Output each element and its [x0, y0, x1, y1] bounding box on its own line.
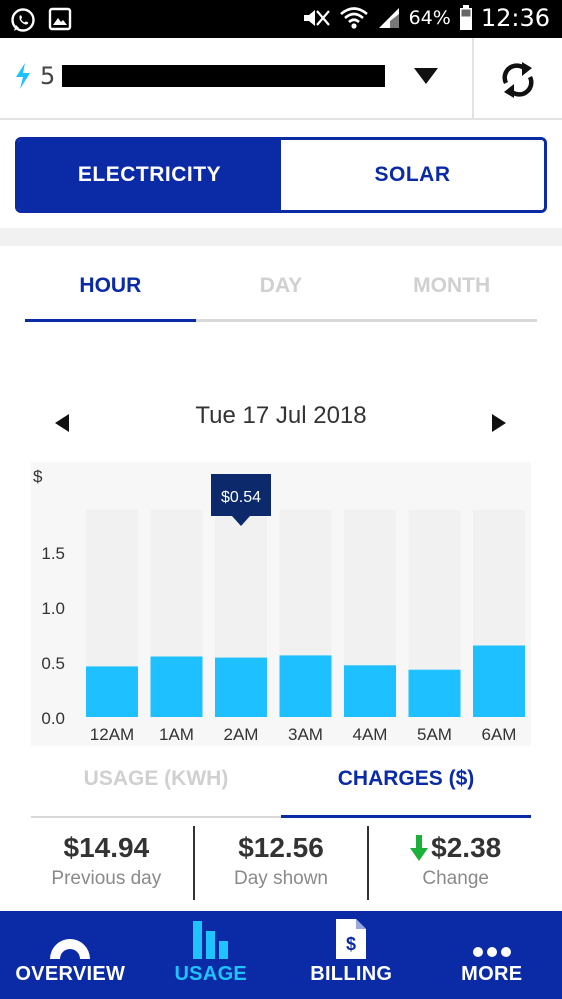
gallery-icon — [48, 7, 72, 31]
svg-text:$: $ — [346, 934, 356, 954]
clock: 12:36 — [480, 4, 550, 32]
tab-charges[interactable]: CHARGES ($) — [281, 754, 531, 818]
more-dots-icon — [472, 947, 511, 957]
previous-day-label: Previous day — [51, 868, 162, 889]
bottom-navigation: OVERVIEW USAGE $ BILLING — [0, 911, 562, 999]
x-tick-label: 6AM — [482, 725, 517, 744]
signal-icon — [378, 8, 399, 28]
bar — [344, 665, 396, 717]
tab-hour[interactable]: HOUR — [25, 262, 196, 322]
overview-icon — [50, 939, 91, 959]
energy-toggle: ELECTRICITY SOLAR — [15, 137, 547, 213]
y-axis-unit: $ — [33, 467, 43, 486]
usage-bars-icon — [192, 921, 228, 959]
previous-date-icon[interactable] — [55, 414, 69, 432]
section-divider — [0, 228, 562, 246]
bar — [473, 645, 525, 717]
caret-down-icon[interactable] — [414, 68, 438, 84]
summary-panel: $14.94 Previous day $12.56 Day shown $2.… — [20, 826, 542, 900]
bar — [215, 657, 267, 717]
nav-overview[interactable]: OVERVIEW — [0, 911, 141, 999]
account-selector[interactable]: 5 — [14, 62, 55, 90]
next-date-icon[interactable] — [492, 414, 506, 432]
hourly-charges-chart: $0.0 0.5 1.0 1.5 12AM 1AM 2AM 3AM 4AM 5AM 6AM $0.54 — [31, 462, 531, 746]
x-tick-label: 1AM — [159, 725, 194, 744]
nav-overview-label: OVERVIEW — [15, 963, 126, 985]
mute-icon — [303, 10, 330, 26]
account-header: 5 — [0, 38, 562, 120]
summary-change: $2.38 Change — [367, 826, 542, 900]
measure-tabs: USAGE (KWH) CHARGES ($) — [31, 754, 531, 818]
header-divider — [472, 38, 474, 120]
period-tabs: HOUR DAY MONTH — [25, 262, 537, 322]
solar-button[interactable]: SOLAR — [281, 140, 544, 210]
change-value: $2.38 — [431, 832, 502, 863]
tab-day[interactable]: DAY — [259, 274, 303, 297]
refresh-icon[interactable] — [498, 60, 538, 100]
battery-icon — [459, 5, 472, 30]
tab-month[interactable]: MONTH — [413, 274, 491, 297]
whatsapp-icon — [11, 8, 35, 32]
y-tick-label: 0.5 — [41, 654, 65, 673]
x-tick-label: 4AM — [353, 725, 388, 744]
tooltip-pointer — [232, 516, 250, 526]
date-navigator: Tue 17 Jul 2018 — [0, 398, 562, 438]
redacted-account-name — [62, 65, 385, 87]
tab-usage-kwh[interactable]: USAGE (KWH) — [83, 767, 229, 790]
x-tick-label: 12AM — [90, 725, 134, 744]
previous-day-value: $14.94 — [63, 832, 150, 863]
nav-more[interactable]: MORE — [422, 911, 562, 999]
bar — [408, 669, 461, 717]
status-bar: 64% 12:36 — [0, 0, 562, 38]
y-tick-label: 0.0 — [41, 709, 65, 728]
y-tick-label: 1.0 — [41, 599, 65, 618]
nav-usage[interactable]: USAGE — [141, 911, 282, 999]
battery-percent: 64% — [408, 7, 451, 29]
x-tick-label: 3AM — [288, 725, 323, 744]
nav-more-label: MORE — [461, 963, 523, 985]
down-arrow-icon — [410, 835, 429, 861]
account-number: 5 — [40, 62, 56, 90]
energy-toggle-section: ELECTRICITY SOLAR — [0, 122, 562, 228]
bar — [86, 666, 138, 717]
x-tick-label: 5AM — [417, 725, 452, 744]
wifi-icon — [339, 7, 368, 29]
day-shown-label: Day shown — [234, 868, 328, 889]
x-tick-label: 2AM — [224, 725, 259, 744]
lightning-icon — [16, 63, 30, 89]
nav-usage-label: USAGE — [174, 963, 248, 985]
nav-billing[interactable]: $ BILLING — [281, 911, 422, 999]
tooltip-label: $0.54 — [221, 489, 261, 506]
bar — [150, 656, 203, 717]
bar — [279, 655, 332, 717]
change-label: Change — [422, 868, 489, 889]
bill-icon: $ — [336, 919, 367, 959]
date-label: Tue 17 Jul 2018 — [195, 402, 367, 429]
day-shown-value: $12.56 — [238, 832, 324, 863]
nav-billing-label: BILLING — [310, 963, 393, 985]
electricity-button[interactable]: ELECTRICITY — [18, 140, 281, 210]
summary-day-shown: $12.56 Day shown — [192, 826, 368, 900]
bar-chart: $0.0 0.5 1.0 1.5 12AM 1AM 2AM 3AM 4AM 5AM 6AM $0.54 — [33, 467, 525, 744]
tooltip-box — [211, 474, 271, 516]
y-tick-label: 1.5 — [41, 544, 65, 563]
summary-previous-day: $14.94 Previous day — [20, 826, 193, 900]
